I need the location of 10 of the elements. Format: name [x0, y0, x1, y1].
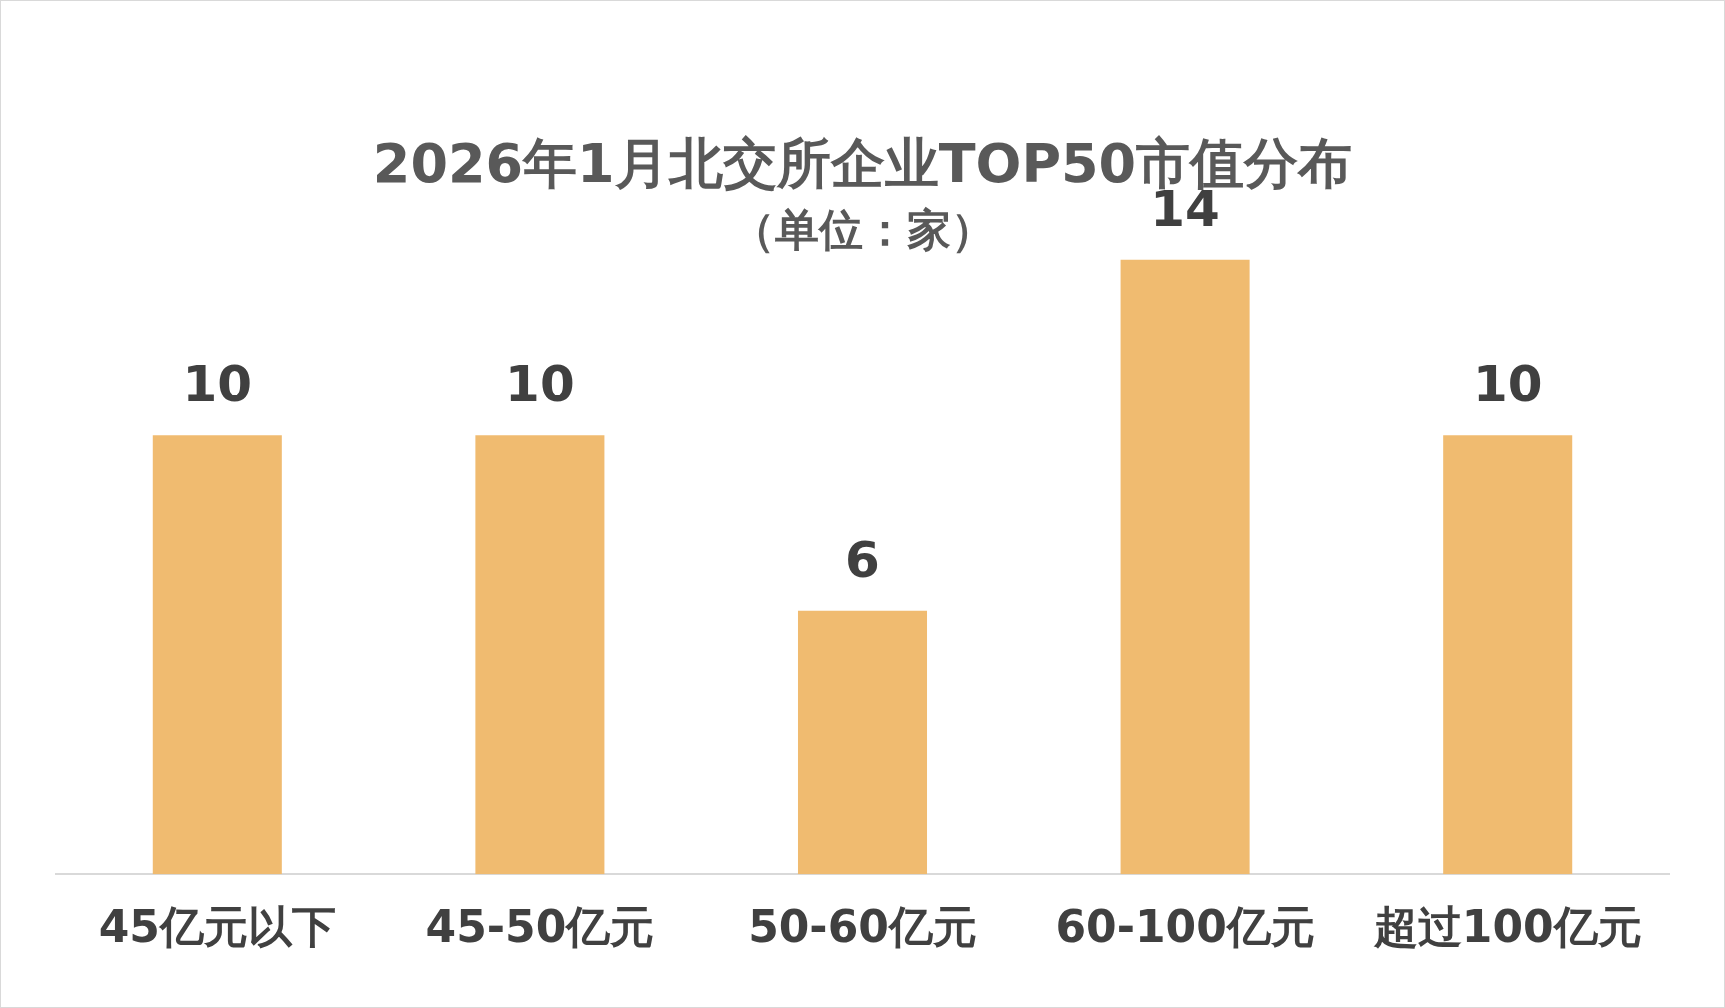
data-label: 10 [1472, 355, 1543, 414]
chart-subtitle: （单位：家） [730, 203, 995, 255]
data-label: 10 [182, 355, 253, 414]
x-tick-label: 50-60亿元 [748, 901, 977, 953]
data-label: 10 [505, 355, 575, 414]
x-tick-label: 60-100亿元 [1055, 901, 1315, 953]
x-tick-label: 45亿元以下 [98, 901, 336, 953]
data-label: 6 [845, 530, 880, 589]
x-tick-label: 超过100亿元 [1372, 901, 1642, 953]
x-tick-label: 45-50亿元 [425, 901, 655, 953]
